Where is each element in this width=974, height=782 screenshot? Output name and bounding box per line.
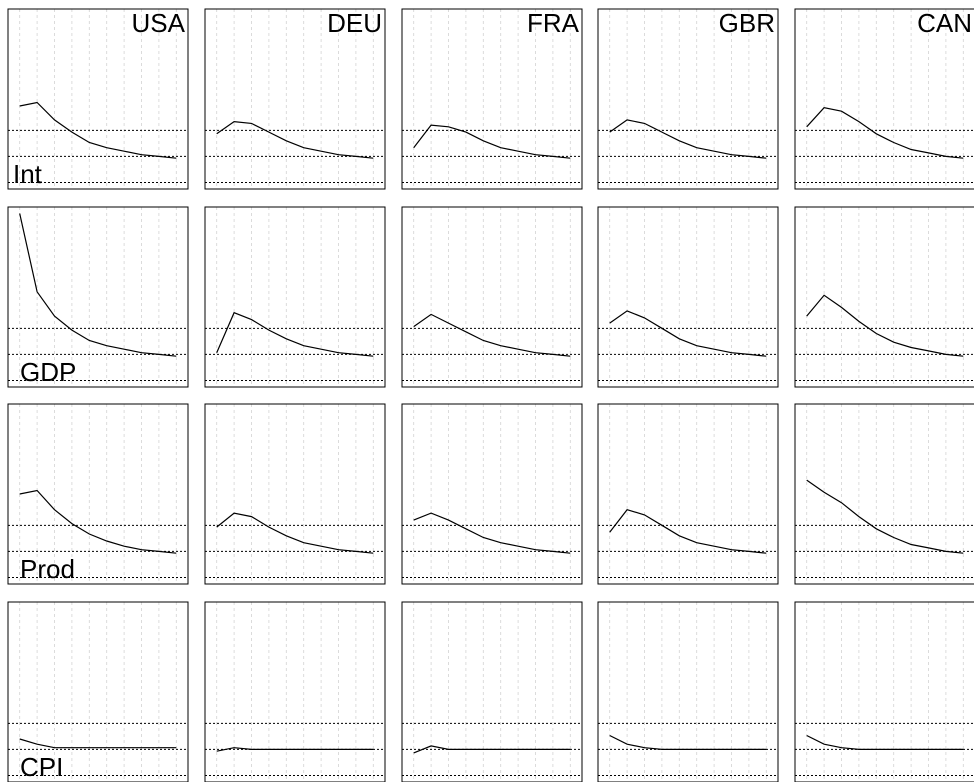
panel-frame [597, 601, 779, 782]
panel-int-usa: USA Int [7, 8, 189, 190]
series-line [413, 124, 571, 159]
series-line [19, 489, 177, 554]
series-line [19, 101, 177, 159]
panel-frame [597, 206, 779, 388]
panel-frame [7, 206, 189, 388]
panel-frame [204, 8, 386, 190]
panel-int-gbr: GBR [597, 8, 779, 190]
panel-frame [401, 403, 583, 585]
series-line [216, 311, 374, 357]
panel-prod-usa: Prod [7, 403, 189, 585]
series-line [413, 313, 571, 357]
series-line [806, 107, 964, 159]
panel-frame [794, 206, 974, 388]
column-label: USA [132, 8, 186, 38]
panel-prod-can [794, 403, 974, 585]
panel-frame [7, 601, 189, 782]
panel-prod-gbr [597, 403, 779, 585]
column-label: DEU [327, 8, 382, 38]
series-line [609, 119, 767, 159]
panel-frame [7, 403, 189, 585]
panel-frame [597, 8, 779, 190]
panel-int-fra: FRA [401, 8, 583, 190]
series-line [413, 512, 571, 554]
panel-frame [597, 403, 779, 585]
panel-frame [794, 403, 974, 585]
panel-int-deu: DEU [204, 8, 386, 190]
series-line [413, 745, 571, 754]
panel-frame [204, 206, 386, 388]
series-line [216, 120, 374, 159]
panel-gdp-can [794, 206, 974, 388]
panel-cpi-fra [401, 601, 583, 782]
panel-frame [401, 206, 583, 388]
column-label: GBR [719, 8, 775, 38]
panel-frame [204, 403, 386, 585]
series-line [216, 747, 374, 752]
row-label: Int [13, 159, 43, 189]
series-line [609, 310, 767, 357]
series-line [216, 512, 374, 554]
panel-cpi-usa: CPI [7, 601, 189, 782]
series-line [806, 479, 964, 554]
panel-prod-deu [204, 403, 386, 585]
series-line [19, 738, 177, 749]
panel-frame [794, 601, 974, 782]
panel-cpi-deu [204, 601, 386, 782]
panel-frame [401, 601, 583, 782]
series-line [806, 294, 964, 357]
panel-frame [794, 8, 974, 190]
column-label: CAN [917, 8, 972, 38]
series-line [19, 213, 177, 357]
panel-cpi-can [794, 601, 974, 782]
series-line [609, 734, 767, 751]
panel-cpi-gbr [597, 601, 779, 782]
panel-frame [401, 8, 583, 190]
panel-gdp-gbr [597, 206, 779, 388]
row-label: CPI [20, 752, 63, 782]
panel-int-can: CAN [794, 8, 974, 190]
series-line [609, 509, 767, 554]
row-label: GDP [20, 357, 76, 387]
panel-gdp-usa: GDP [7, 206, 189, 388]
panel-frame [7, 8, 189, 190]
column-label: FRA [527, 8, 580, 38]
row-label: Prod [20, 554, 75, 584]
panel-gdp-deu [204, 206, 386, 388]
panel-frame [204, 601, 386, 782]
panel-prod-fra [401, 403, 583, 585]
panel-gdp-fra [401, 206, 583, 388]
series-line [806, 734, 964, 751]
